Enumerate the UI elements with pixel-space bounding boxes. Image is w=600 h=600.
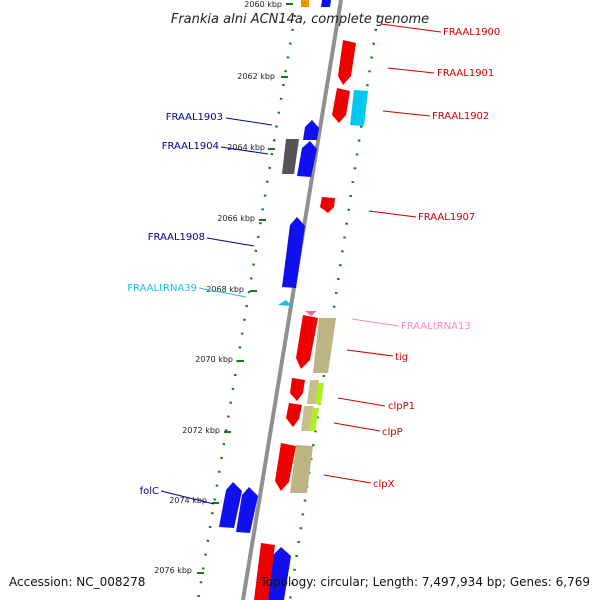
- label-FRAAL1900: FRAAL1900: [443, 27, 500, 38]
- label-FRAALtRNA39: FRAALtRNA39: [127, 283, 197, 294]
- gene-arrow-FRAAL1907[interactable]: [320, 197, 335, 213]
- gene-arrow[interactable]: [321, 0, 331, 7]
- tick-label-2060: 2060 kbp: [244, 0, 282, 9]
- gene-arrow-folC[interactable]: [219, 482, 242, 528]
- plus-strand-features: [254, 40, 368, 600]
- trna-FRAALtRNA39[interactable]: [278, 300, 292, 306]
- minus-strand-features: [219, 0, 331, 600]
- label-tig: tig: [395, 352, 408, 363]
- label-FRAAL1902: FRAAL1902: [432, 111, 489, 122]
- label-FRAAL1907: FRAAL1907: [418, 212, 475, 223]
- gene-arrow-clpX[interactable]: [275, 443, 296, 491]
- minus-outer-track: [196, 14, 297, 600]
- tick-group: 2060 kbp 2062 kbp 2064 kbp 2066 kbp 2068…: [154, 0, 293, 575]
- gene-arrow-folC-2[interactable]: [236, 487, 258, 533]
- gene-arrow-FRAAL1903[interactable]: [303, 120, 319, 140]
- label-clpP: clpP: [382, 427, 403, 438]
- gene-arrow[interactable]: [301, 0, 309, 7]
- map-title: Frankia alni ACN14a, complete genome: [171, 12, 429, 27]
- gene-block-clpX-khaki[interactable]: [290, 445, 313, 493]
- gene-arrow[interactable]: [268, 547, 291, 600]
- label-FRAAL1903: FRAAL1903: [166, 112, 223, 123]
- leader-FRAAL1907: [368, 210, 417, 218]
- label-FRAALtRNA13: FRAALtRNA13: [401, 321, 471, 332]
- leader-FRAAL1904: [220, 146, 269, 155]
- label-clpP1: clpP1: [388, 401, 415, 412]
- topology-text: Topology: circular; Length: 7,497,934 bp…: [259, 575, 590, 589]
- label-FRAAL1904: FRAAL1904: [162, 141, 219, 152]
- leader-FRAAL1900: [380, 23, 442, 33]
- gene-arrow-FRAAL1908[interactable]: [282, 217, 305, 288]
- gene-block-clpP-green[interactable]: [309, 408, 319, 431]
- tick-label-2074: 2074 kbp: [169, 496, 207, 505]
- leader-clpP1: [337, 397, 386, 407]
- tick-label-2072: 2072 kbp: [182, 426, 220, 435]
- gene-arrow-clpP1[interactable]: [290, 378, 305, 401]
- genome-backbone: [241, 0, 343, 600]
- leader-folC: [160, 490, 215, 505]
- label-clpX: clpX: [373, 479, 395, 490]
- minus-leader-lines: [160, 117, 273, 505]
- leader-FRAALtRNA39: [198, 287, 247, 298]
- accession-text: Accession: NC_008278: [9, 575, 145, 589]
- gene-block-clpP1-green[interactable]: [315, 383, 324, 404]
- label-folC: folC: [140, 486, 159, 497]
- gene-arrow-FRAAL1904[interactable]: [297, 141, 317, 177]
- tick-label-2062: 2062 kbp: [237, 72, 275, 81]
- leader-FRAAL1903: [225, 117, 273, 126]
- label-FRAAL1908: FRAAL1908: [148, 232, 205, 243]
- trna-FRAALtRNA13[interactable]: [305, 311, 317, 316]
- gene-arrow-tig[interactable]: [296, 315, 318, 369]
- tick-label-2070: 2070 kbp: [195, 355, 233, 364]
- leader-clpX: [323, 474, 372, 484]
- leader-FRAAL1908: [206, 237, 255, 247]
- gene-block-FRAAL1902-cyan[interactable]: [350, 90, 368, 126]
- tick-label-2076: 2076 kbp: [154, 566, 192, 575]
- plus-leader-lines: [323, 23, 442, 484]
- gene-arrow-FRAAL1902[interactable]: [332, 88, 350, 123]
- leader-FRAAL1902: [382, 110, 431, 117]
- leader-FRAALtRNA13: [351, 318, 400, 327]
- gene-block-FRAAL1904-gray[interactable]: [282, 139, 299, 174]
- tick-label-2066: 2066 kbp: [217, 214, 255, 223]
- label-FRAAL1901: FRAAL1901: [437, 68, 494, 79]
- gene-arrow-FRAAL1901[interactable]: [338, 40, 356, 85]
- tick-label-2068: 2068 kbp: [206, 285, 244, 294]
- leader-clpP: [333, 422, 381, 432]
- leader-FRAAL1901: [387, 67, 435, 74]
- gene-arrow[interactable]: [254, 543, 275, 600]
- gene-arrow-clpP[interactable]: [286, 403, 302, 427]
- tick-label-2064: 2064 kbp: [227, 143, 265, 152]
- gene-block-tig-khaki[interactable]: [313, 318, 336, 373]
- leader-tig: [346, 349, 394, 357]
